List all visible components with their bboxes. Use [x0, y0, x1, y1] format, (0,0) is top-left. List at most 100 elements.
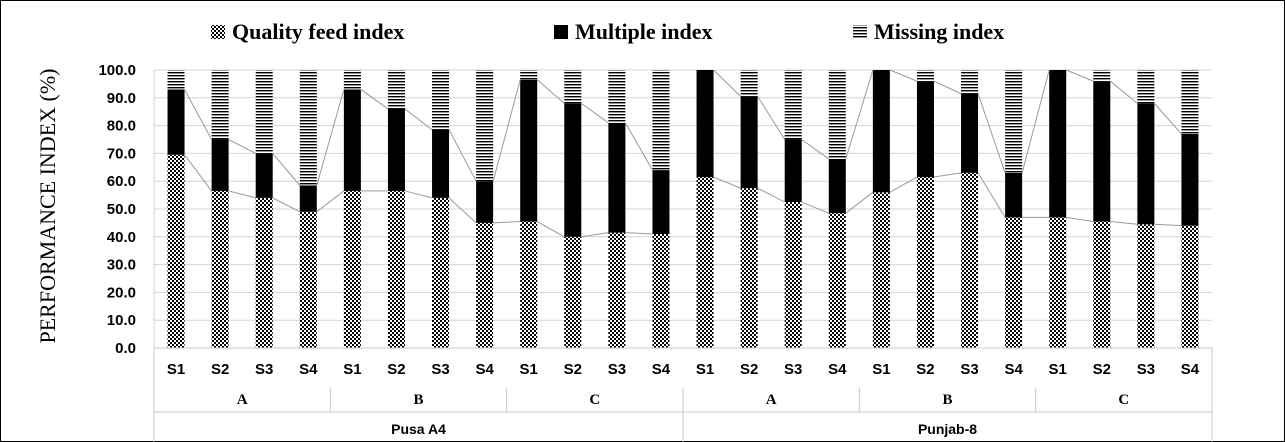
series-line-multiple	[1021, 69, 1050, 173]
x-tick-label: S1	[872, 361, 890, 378]
bar-quality-feed	[696, 177, 714, 348]
series-line-quality	[977, 172, 1006, 218]
series-line-quality	[448, 197, 477, 224]
x-tick-label: S1	[1049, 361, 1067, 378]
bar-quality-feed	[784, 202, 802, 348]
bar-multiple	[652, 170, 670, 235]
series-line-quality	[316, 190, 345, 213]
bar-missing	[961, 70, 979, 94]
bar-missing	[740, 70, 758, 97]
series-line-multiple	[801, 139, 830, 160]
bar-multiple	[608, 122, 626, 233]
bar-quality-feed	[828, 213, 846, 348]
bar-quality-feed	[211, 190, 229, 348]
y-tick-label: 30.0	[107, 257, 136, 274]
bar-quality-feed	[961, 172, 979, 348]
y-tick-label: 80.0	[107, 118, 136, 135]
bar-missing	[784, 70, 802, 140]
series-line-multiple	[713, 69, 741, 97]
x-tick-label: S4	[299, 361, 318, 378]
x-tick-label: S3	[255, 361, 273, 378]
series-line-multiple	[404, 108, 433, 131]
bar-missing	[1093, 70, 1111, 82]
x-variety-label: Punjab-8	[918, 421, 977, 437]
x-tick-label: S3	[960, 361, 978, 378]
bar-missing	[343, 70, 361, 90]
bar-quality-feed	[564, 236, 582, 348]
legend-swatch-quality	[211, 25, 225, 39]
y-tick-label: 100.0	[98, 62, 136, 79]
x-group-label: A	[766, 392, 777, 408]
bar-quality-feed	[432, 197, 450, 348]
series-line-quality	[493, 221, 521, 224]
x-axis: S1 S2 S3 S4 S1 S2 S3 S4 S1 S2 S3 S4 S1 S2 S3 S4 S1 S2 S3 S4…	[153, 347, 1213, 442]
bar-quality-feed	[520, 221, 538, 348]
legend-label-multiple: Multiple index	[575, 19, 713, 44]
bar-quality-feed	[343, 190, 361, 348]
legend-item-multiple: Multiple index	[554, 19, 713, 44]
series-line-quality	[404, 190, 433, 199]
series-line-quality	[889, 176, 918, 193]
series-lines	[184, 69, 1182, 238]
x-tick-label: S3	[784, 361, 802, 378]
bar-missing	[387, 70, 405, 109]
bar-multiple	[740, 96, 758, 189]
y-tick-label: 0.0	[115, 340, 136, 357]
series-line-quality	[625, 232, 653, 235]
bar-multiple	[476, 181, 494, 223]
y-tick-label: 10.0	[107, 312, 136, 329]
bar-quality-feed	[608, 232, 626, 348]
x-tick-label: S2	[740, 361, 758, 378]
x-group-label: B	[413, 392, 423, 408]
x-tick-label: S4	[828, 361, 847, 378]
bar-multiple	[564, 103, 582, 237]
series-line-multiple	[536, 79, 565, 104]
x-tick-label: S2	[211, 361, 229, 378]
series-line-multiple	[889, 69, 918, 82]
bar-multiple	[387, 108, 405, 191]
series-line-multiple	[933, 80, 962, 95]
x-variety-label: Pusa A4	[391, 421, 446, 437]
bar-quality-feed	[387, 190, 405, 348]
x-tick-label: S3	[608, 361, 626, 378]
y-tick-label: 50.0	[107, 201, 136, 218]
bar-quality-feed	[255, 197, 273, 348]
bar-multiple	[961, 93, 979, 173]
bar-quality-feed	[1049, 217, 1067, 348]
series-line-quality	[1110, 221, 1138, 225]
bar-missing	[1005, 70, 1023, 173]
x-tick-label: S2	[1093, 361, 1111, 378]
x-tick-label: S2	[916, 361, 934, 378]
bar-missing	[520, 70, 538, 80]
x-group-label: A	[237, 392, 248, 408]
series-line-quality	[713, 176, 741, 189]
bar-multiple	[343, 89, 361, 191]
x-tick-label: S4	[652, 361, 671, 378]
bar-multiple	[167, 89, 185, 155]
bar-missing	[211, 70, 229, 140]
bar-quality-feed	[167, 154, 185, 348]
series-line-multiple	[845, 69, 874, 160]
series-line-multiple	[492, 79, 521, 182]
x-tick-label: S1	[520, 361, 538, 378]
legend-swatch-missing	[853, 25, 867, 39]
bar-missing	[828, 70, 846, 159]
x-tick-label: S1	[696, 361, 714, 378]
bar-multiple	[255, 153, 273, 198]
bar-multiple	[1137, 103, 1155, 225]
legend-label-quality: Quality feed index	[232, 19, 404, 44]
series-line-quality	[581, 232, 609, 238]
bar-multiple	[1181, 133, 1199, 226]
series-line-quality	[845, 191, 874, 214]
bar-missing	[564, 70, 582, 104]
bar-missing	[608, 70, 626, 123]
bar-multiple	[299, 185, 317, 212]
series-line-quality	[228, 190, 256, 199]
series-line-quality	[1154, 223, 1182, 227]
series-line-quality	[757, 187, 785, 203]
series-line-multiple	[977, 93, 1006, 174]
x-tick-label: S4	[1004, 361, 1023, 378]
series-line-multiple	[228, 139, 256, 154]
bar-quality-feed	[1005, 217, 1023, 348]
x-group-label: C	[589, 392, 600, 408]
